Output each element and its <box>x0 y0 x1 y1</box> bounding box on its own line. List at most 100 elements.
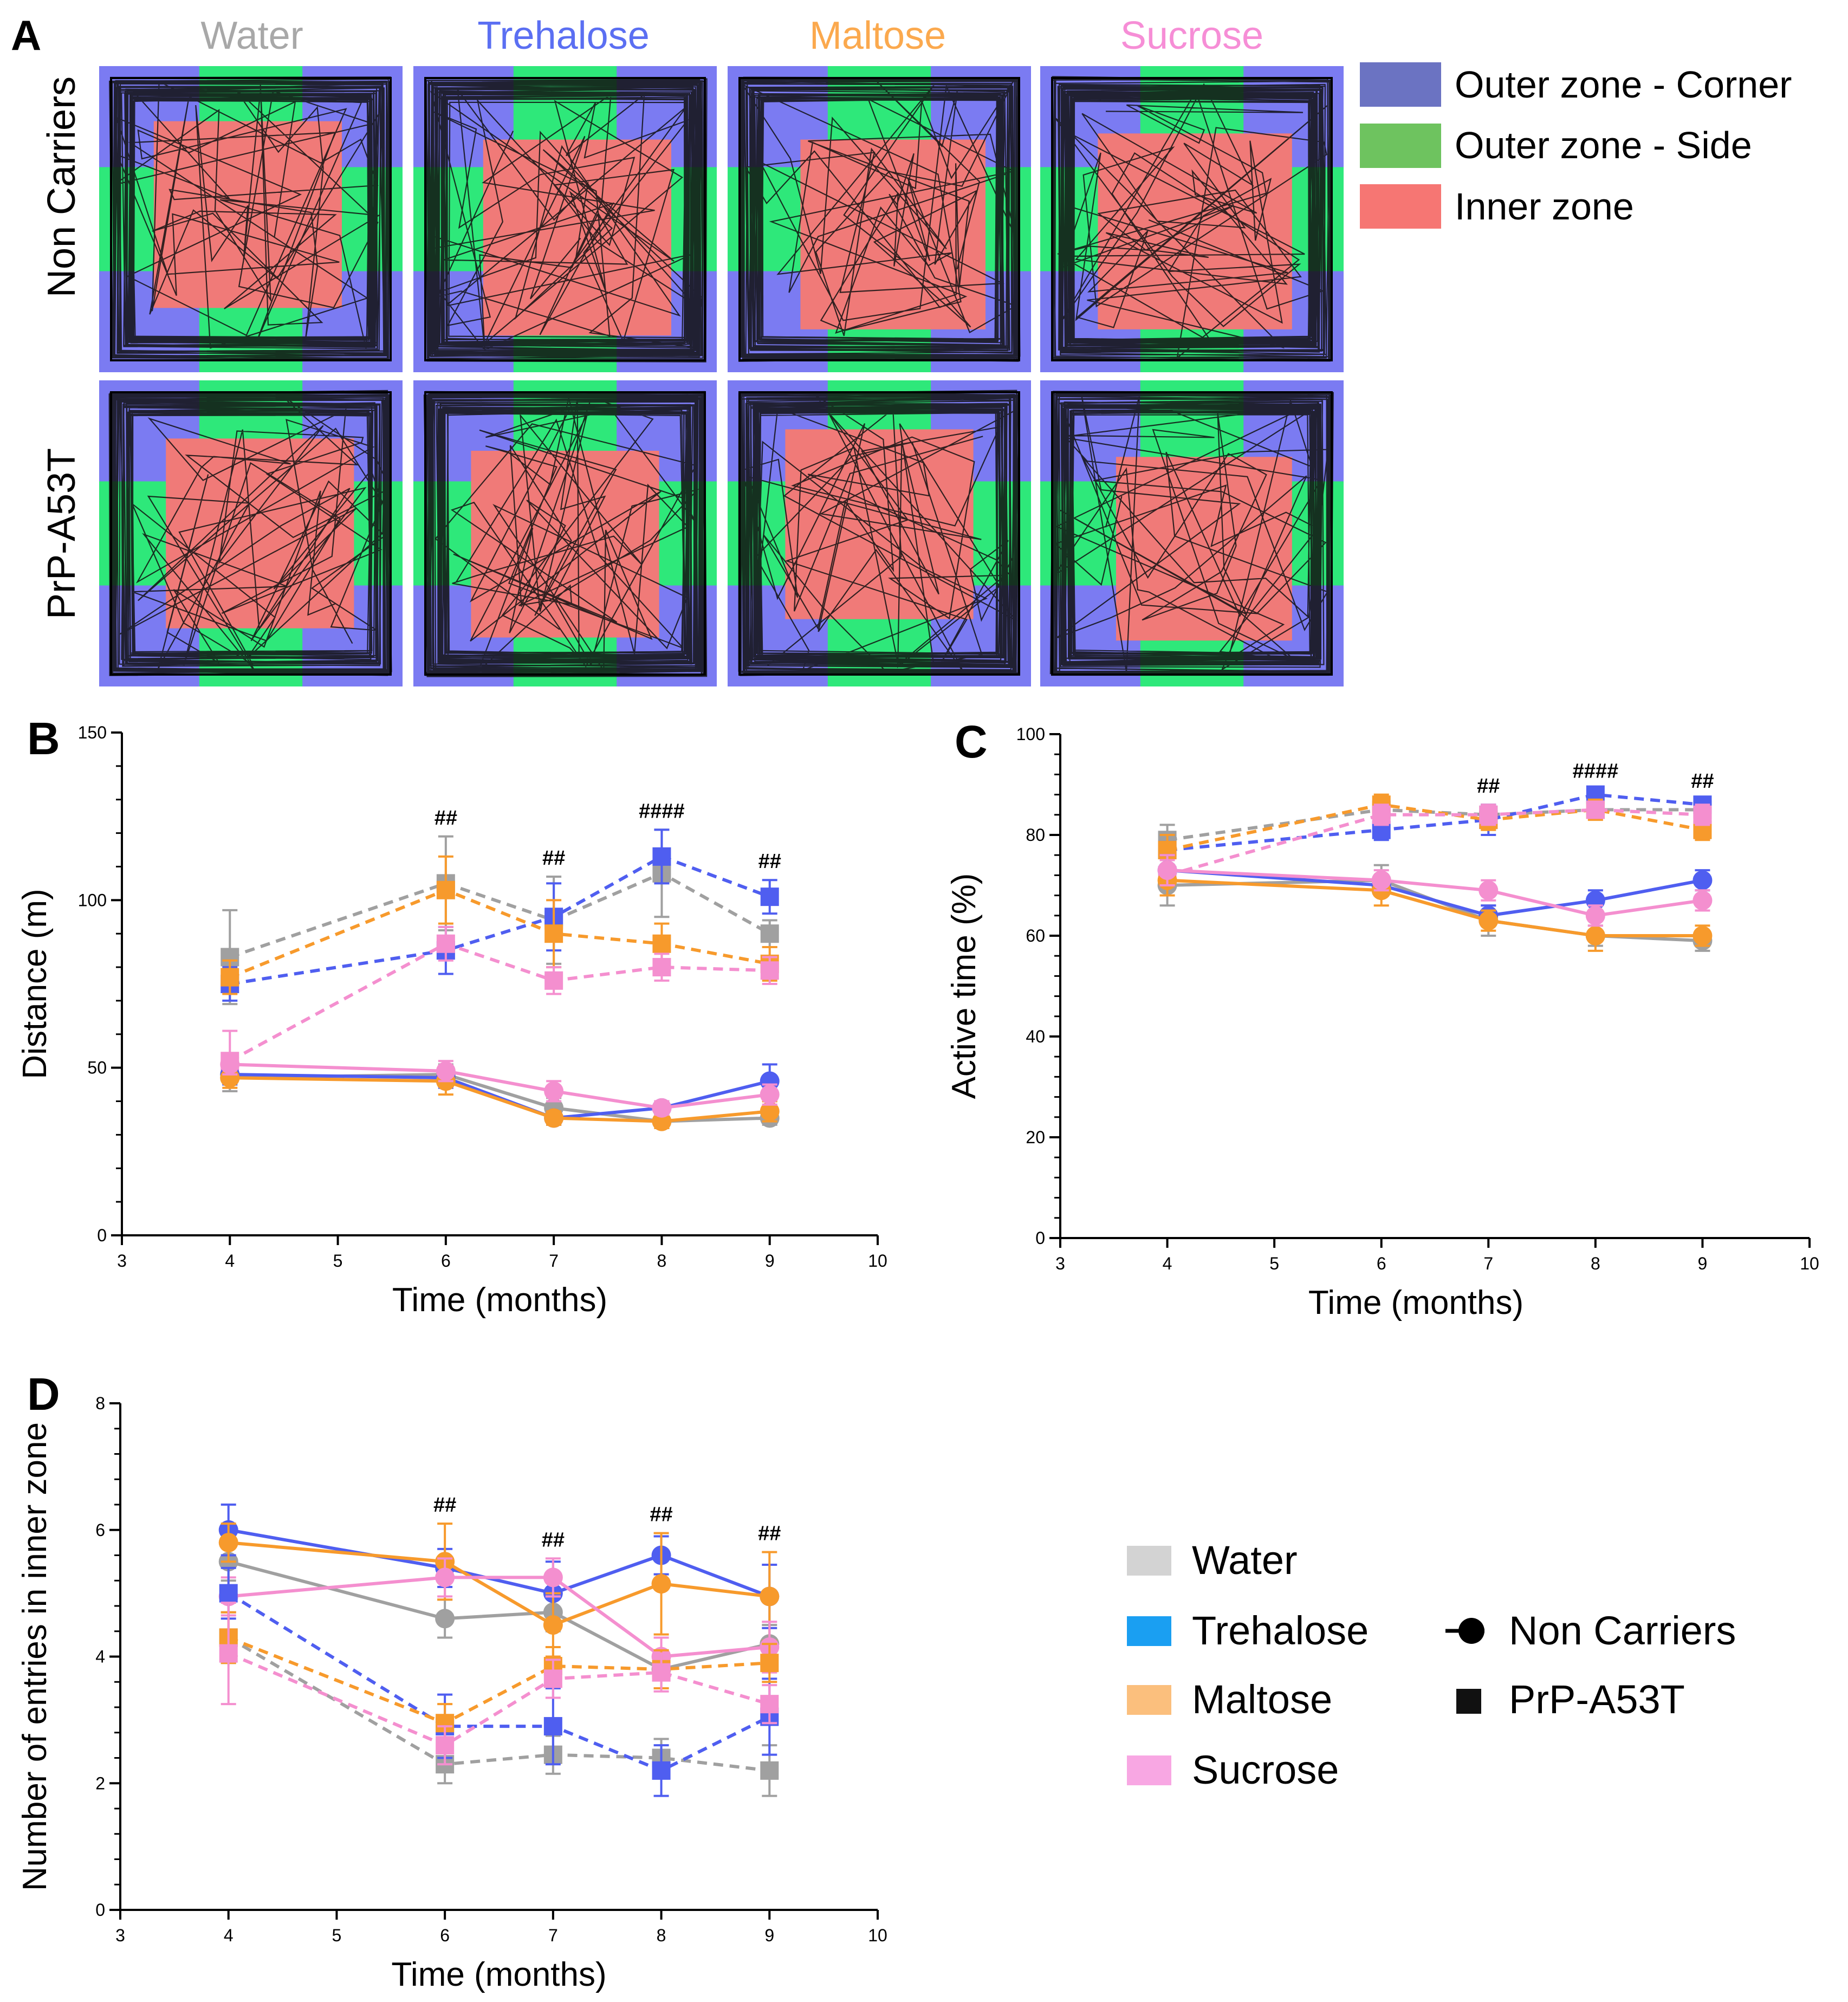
arena-prp-a53t-maltose <box>728 380 1031 686</box>
arena-prp-a53t-trehalose <box>413 380 717 686</box>
column-title-sucrose: Sucrose <box>1120 14 1263 57</box>
series-line <box>230 1076 770 1123</box>
arena-wall <box>738 391 1020 676</box>
x-tick-label: 10 <box>1800 1254 1819 1273</box>
series-sucrose-non-carriers <box>1157 854 1713 927</box>
x-tick-label: 6 <box>1377 1254 1386 1273</box>
row-title-non-carriers: Non Carriers <box>40 76 83 297</box>
data-point-circle <box>651 1574 671 1594</box>
data-point-circle <box>220 1068 240 1088</box>
significance-annotation: ## <box>542 1528 565 1551</box>
data-point-square <box>1693 805 1712 824</box>
column-title-trehalose: Trehalose <box>477 14 650 57</box>
x-tick-label: 9 <box>765 1251 775 1271</box>
significance-annotation: ## <box>1477 775 1500 798</box>
y-tick-label: 8 <box>95 1394 105 1413</box>
data-point-circle <box>1693 870 1713 890</box>
square-marker-icon <box>1456 1689 1481 1714</box>
inner-entries-chart: D 3 4 5 6 7 8 9 10 0 2 4 6 8 Time (months) Number of e… <box>16 1369 887 1993</box>
legend-item-side: Outer zone - Side <box>1360 124 1752 168</box>
data-point-square <box>221 968 239 987</box>
x-tick-label: 6 <box>441 1251 451 1271</box>
x-tick-label: 6 <box>440 1926 450 1945</box>
y-tick-label: 100 <box>78 890 107 910</box>
series-line <box>228 1636 770 1772</box>
row-title-prp-a53t: PrP-A53T <box>40 448 83 619</box>
data-point-circle <box>652 1111 672 1131</box>
significance-annotation: ## <box>1691 770 1714 793</box>
x-axis-label: Time (months) <box>1308 1284 1523 1321</box>
x-tick-label: 9 <box>1698 1254 1708 1273</box>
legend-item-inner: Inner zone <box>1360 184 1634 229</box>
series-water-prp-a53t <box>221 828 779 1006</box>
x-tick-label: 7 <box>548 1926 558 1945</box>
arena-non-carriers-sucrose <box>1040 66 1344 372</box>
y-tick-label: 20 <box>1026 1128 1045 1147</box>
data-point-square <box>652 1761 671 1780</box>
significance-annotation: ## <box>435 807 457 830</box>
x-tick-label: 5 <box>1269 1254 1279 1273</box>
data-point-circle <box>1371 870 1391 890</box>
data-point-square <box>219 1644 238 1663</box>
significance-annotation: ## <box>433 1494 456 1517</box>
significance-annotation: ## <box>758 1522 781 1545</box>
arena-non-carriers-trehalose <box>413 66 717 372</box>
y-tick-label: 6 <box>95 1520 105 1540</box>
data-point-square <box>436 880 455 899</box>
data-point-square <box>652 958 671 977</box>
side-swatch <box>1360 124 1441 168</box>
movement-track <box>423 391 708 677</box>
legend-swatch-water <box>1127 1546 1171 1576</box>
column-title-water: Water <box>200 14 303 57</box>
arena-non-carriers-maltose <box>728 66 1031 372</box>
data-point-circle <box>544 1108 564 1128</box>
x-axis-label: Time (months) <box>392 1281 607 1319</box>
series-maltose-prp-a53t <box>219 1611 779 1744</box>
significance-annotation: #### <box>639 800 685 822</box>
data-point-square <box>760 924 779 943</box>
data-point-circle <box>543 1615 563 1635</box>
data-point-square <box>1479 805 1498 824</box>
x-tick-label: 5 <box>332 1926 342 1945</box>
series-line <box>1167 878 1703 937</box>
series-sucrose-prp-a53t <box>221 925 779 1092</box>
data-point-circle <box>544 1081 564 1101</box>
legend-label-inner: Inner zone <box>1455 185 1634 228</box>
data-point-circle <box>1479 911 1499 931</box>
legend-label-side: Outer zone - Side <box>1455 124 1752 166</box>
legend-label-trehalose: Trehalose <box>1192 1608 1369 1653</box>
legend-swatch-maltose <box>1127 1685 1171 1715</box>
x-tick-label: 3 <box>117 1251 127 1271</box>
genotype-legend: Non Carriers PrP-A53T <box>1445 1608 1736 1722</box>
data-point-circle <box>218 1533 238 1553</box>
legend-swatch-trehalose <box>1127 1616 1171 1646</box>
data-point-square <box>652 847 671 866</box>
zone-legend: Outer zone - Corner Outer zone - Side In… <box>1360 62 1792 229</box>
data-point-square <box>760 887 779 906</box>
arena-wall <box>110 391 392 676</box>
data-point-circle <box>435 1567 455 1588</box>
arena-wall <box>424 77 706 361</box>
significance-annotation: ## <box>758 850 781 873</box>
y-tick-label: 150 <box>78 723 107 742</box>
x-tick-label: 3 <box>1055 1254 1065 1273</box>
legend-label-sucrose: Sucrose <box>1192 1747 1339 1792</box>
y-tick-label: 100 <box>1016 724 1045 744</box>
corner-swatch <box>1360 62 1441 107</box>
panel-a-letter: A <box>11 11 41 59</box>
data-point-square <box>1372 805 1391 824</box>
data-point-square <box>652 934 671 953</box>
y-tick-label: 0 <box>95 1900 105 1920</box>
data-point-circle <box>1479 880 1499 900</box>
x-tick-label: 3 <box>115 1926 125 1945</box>
data-point-square <box>544 924 563 943</box>
data-point-circle <box>760 1102 780 1122</box>
x-tick-label: 4 <box>225 1251 235 1271</box>
data-point-circle <box>436 1061 456 1081</box>
x-tick-label: 10 <box>868 1251 887 1271</box>
legend-label-water: Water <box>1192 1538 1298 1583</box>
data-point-circle <box>760 1085 780 1105</box>
y-axis-label: Active time (%) <box>945 873 983 1099</box>
data-point-square <box>1586 800 1605 819</box>
treatment-legend: Water Trehalose Maltose Sucrose <box>1127 1538 1369 1792</box>
